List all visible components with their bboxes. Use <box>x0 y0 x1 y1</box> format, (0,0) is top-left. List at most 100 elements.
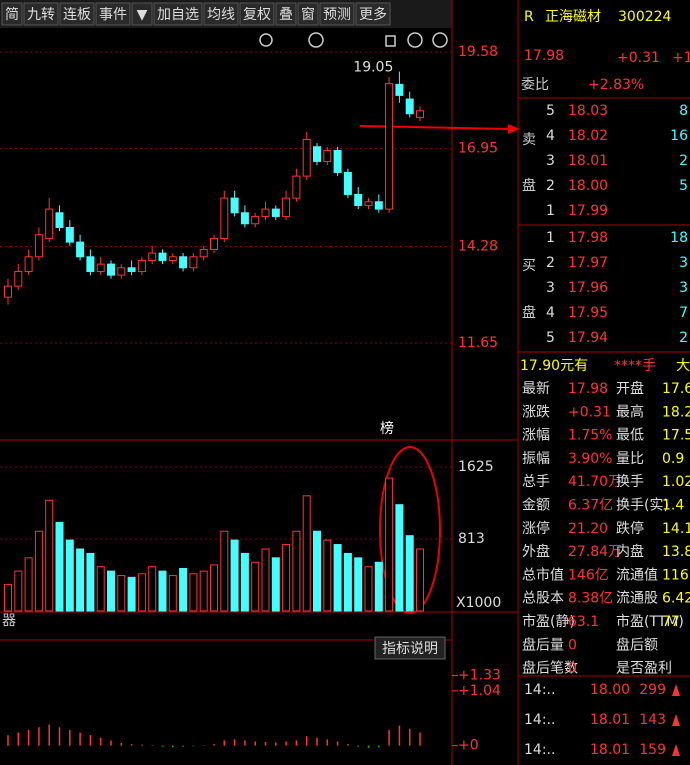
candle-body <box>292 175 301 199</box>
stat: 27.84万 <box>568 544 622 560</box>
stat: 跌停 <box>616 520 644 537</box>
stock-name: 正海磁材 <box>545 9 601 25</box>
stat: 0.9 <box>662 451 684 467</box>
y-tick-label: 813 <box>458 531 485 547</box>
toolbar-label[interactable]: 事件 <box>99 7 127 23</box>
toolbar-label[interactable]: 九转 <box>27 7 55 23</box>
candle-body <box>313 146 321 162</box>
indicator-label: 器 <box>2 613 16 629</box>
volume-bar <box>302 495 311 612</box>
volume-bar <box>55 521 64 612</box>
explain-button[interactable] <box>374 636 446 660</box>
toolbar-label[interactable]: ▼ <box>137 7 148 23</box>
toolbar-label[interactable]: 连板 <box>63 7 91 23</box>
toolbar-button[interactable] <box>59 2 95 26</box>
volume-bar <box>313 530 321 612</box>
order-volume: 18 <box>670 230 688 246</box>
candle-body <box>251 215 260 225</box>
pct: +1 <box>672 50 690 66</box>
toolbar-button[interactable] <box>297 2 319 26</box>
toolbar-button[interactable] <box>131 2 153 26</box>
order-price: 17.97 <box>568 255 608 271</box>
stat: 市盈(静) <box>522 613 575 630</box>
toolbar-label[interactable]: 叠 <box>279 7 293 23</box>
y-tick-label: 16.95 <box>458 141 498 157</box>
level: 4 <box>546 305 555 321</box>
volume-bar <box>323 539 332 612</box>
toolbar-label[interactable]: 更多 <box>359 6 387 23</box>
volume-bar <box>117 575 126 612</box>
volume-bar <box>189 573 198 612</box>
toolbar-button[interactable] <box>275 2 297 26</box>
toolbar-label[interactable]: 均线 <box>207 7 235 23</box>
volume-bar <box>343 552 352 612</box>
stat: 开盘 <box>616 380 644 397</box>
candle-body <box>55 212 64 228</box>
toolbar-button[interactable] <box>95 2 131 26</box>
stat: 最低 <box>616 428 644 444</box>
candle-body <box>364 201 373 206</box>
candle-body <box>220 197 229 239</box>
toolbar-button[interactable] <box>239 2 275 26</box>
stat: 146亿 <box>568 567 609 583</box>
stat: 18.2 <box>662 404 690 420</box>
stat: 盘后量 <box>522 636 564 653</box>
volume-bar <box>158 570 167 612</box>
order-price: 18.02 <box>568 128 608 144</box>
candle-body <box>354 193 363 206</box>
stat: 63.1 <box>568 614 599 630</box>
toolbar-label[interactable]: 简 <box>5 6 19 23</box>
order-volume: 7 <box>679 305 688 321</box>
stat: 流通股 <box>616 591 658 607</box>
price: 17.98 <box>524 48 564 64</box>
notice-price: 17.90元有 <box>520 358 588 374</box>
toolbar-button[interactable] <box>1 2 23 26</box>
stat: 总手 <box>522 474 550 490</box>
badge: R <box>524 9 534 25</box>
stat: 内盘 <box>616 543 644 560</box>
stat: 流通值 <box>616 567 658 583</box>
stat: 金额 <box>522 498 550 514</box>
toolbar-label[interactable]: 预测 <box>323 7 351 23</box>
stat: 17.6 <box>662 381 690 397</box>
rank-badge[interactable]: 榜 <box>380 420 394 437</box>
stat: 盘后额 <box>616 636 658 653</box>
candle-body <box>76 241 85 258</box>
change: +0.31 <box>617 50 660 66</box>
candle-body <box>333 149 342 173</box>
candle-body <box>323 149 332 162</box>
stat: 1.75% <box>568 428 612 444</box>
stat: 1.4 <box>662 498 684 514</box>
toolbar-button[interactable] <box>23 2 59 26</box>
candle-body <box>395 83 404 96</box>
order-volume: 8 <box>679 103 688 119</box>
chart-tools[interactable] <box>259 32 448 48</box>
toolbar-button[interactable] <box>355 2 391 26</box>
stat: 3.90% <box>568 451 612 467</box>
notice-tail: 大 <box>676 358 690 374</box>
toolbar-button[interactable] <box>203 2 239 26</box>
candle-body <box>158 252 167 261</box>
toolbar-label[interactable]: 复权 <box>243 6 271 23</box>
stat: 17.5 <box>662 428 690 444</box>
volume-bar <box>45 499 54 612</box>
toolbar-button[interactable] <box>153 2 203 26</box>
y-tick-label: +1.33 <box>458 668 501 684</box>
stat: 总市值 <box>522 566 564 583</box>
explain-label[interactable]: 指标说明 <box>382 641 438 657</box>
candle-body <box>148 252 157 261</box>
toolbar-label[interactable]: 加自选 <box>157 7 199 23</box>
toolbar-label[interactable]: 窗 <box>301 6 315 23</box>
order-volume: 16 <box>670 128 688 144</box>
stat: 13.86 <box>662 544 690 560</box>
candle-body <box>343 171 352 195</box>
tick-price: 18.01 <box>590 742 630 758</box>
highlight-circle <box>379 446 441 614</box>
order-volume: 5 <box>679 178 688 194</box>
order-price: 17.98 <box>568 230 608 246</box>
volume-bar <box>210 564 218 612</box>
level: 1 <box>546 230 555 246</box>
toolbar-button[interactable] <box>319 2 355 26</box>
notice-qty: ****手 <box>614 358 656 374</box>
